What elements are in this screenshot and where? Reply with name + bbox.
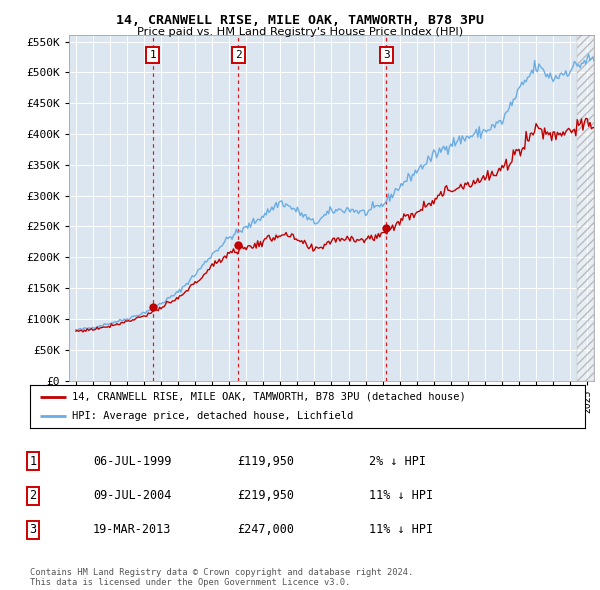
- Text: 06-JUL-1999: 06-JUL-1999: [93, 455, 172, 468]
- Text: HPI: Average price, detached house, Lichfield: HPI: Average price, detached house, Lich…: [71, 411, 353, 421]
- Text: 14, CRANWELL RISE, MILE OAK, TAMWORTH, B78 3PU (detached house): 14, CRANWELL RISE, MILE OAK, TAMWORTH, B…: [71, 392, 466, 402]
- Text: 2: 2: [29, 489, 37, 502]
- Text: 2% ↓ HPI: 2% ↓ HPI: [369, 455, 426, 468]
- Text: Price paid vs. HM Land Registry's House Price Index (HPI): Price paid vs. HM Land Registry's House …: [137, 27, 463, 37]
- Text: 11% ↓ HPI: 11% ↓ HPI: [369, 523, 433, 536]
- Text: 3: 3: [383, 50, 389, 60]
- Text: £219,950: £219,950: [237, 489, 294, 502]
- Text: 1: 1: [149, 50, 156, 60]
- Text: 14, CRANWELL RISE, MILE OAK, TAMWORTH, B78 3PU: 14, CRANWELL RISE, MILE OAK, TAMWORTH, B…: [116, 14, 484, 27]
- Text: 11% ↓ HPI: 11% ↓ HPI: [369, 489, 433, 502]
- Text: 1: 1: [29, 455, 37, 468]
- Text: 09-JUL-2004: 09-JUL-2004: [93, 489, 172, 502]
- Text: Contains HM Land Registry data © Crown copyright and database right 2024.
This d: Contains HM Land Registry data © Crown c…: [30, 568, 413, 587]
- Text: 2: 2: [235, 50, 241, 60]
- Text: 3: 3: [29, 523, 37, 536]
- Text: £119,950: £119,950: [237, 455, 294, 468]
- Text: 19-MAR-2013: 19-MAR-2013: [93, 523, 172, 536]
- Text: £247,000: £247,000: [237, 523, 294, 536]
